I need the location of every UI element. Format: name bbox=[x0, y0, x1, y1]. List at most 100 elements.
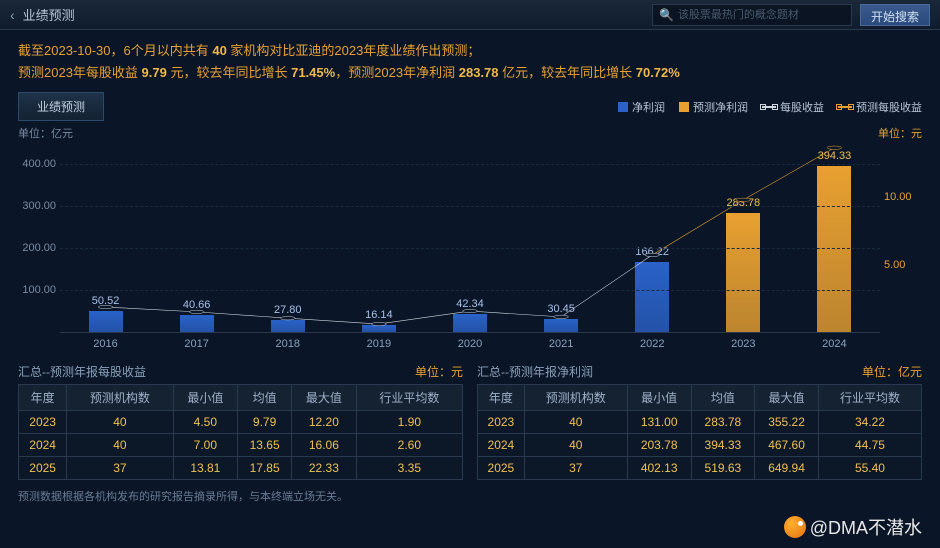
x-label: 2023 bbox=[731, 338, 755, 350]
cell: 2025 bbox=[19, 457, 67, 480]
table-unit: 单位：亿元 bbox=[862, 363, 922, 380]
bar-forecast: 283.78 bbox=[726, 213, 760, 332]
ytick-left: 100.00 bbox=[20, 284, 56, 296]
bar-slot: 394.332024 bbox=[789, 143, 880, 332]
bar-value-label: 283.78 bbox=[726, 197, 760, 209]
x-label: 2021 bbox=[549, 338, 573, 350]
cell: 17.85 bbox=[238, 457, 292, 480]
ytick-right: 5.00 bbox=[884, 259, 920, 271]
chart-legend: 净利润 预测净利润 每股收益 预测每股收益 bbox=[618, 99, 922, 115]
table-row: 202537402.13519.63649.9455.40 bbox=[478, 457, 922, 480]
bar-actual: 40.66 bbox=[180, 315, 214, 332]
col-header: 行业平均数 bbox=[818, 385, 921, 411]
bar-actual: 16.14 bbox=[362, 325, 396, 332]
x-label: 2016 bbox=[93, 338, 117, 350]
cell: 394.33 bbox=[691, 434, 755, 457]
summary-eps: 9.79 bbox=[142, 65, 167, 80]
bar-slot: 40.662017 bbox=[151, 143, 242, 332]
summary-np: 283.78 bbox=[459, 65, 499, 80]
summary-np-growth: 70.72% bbox=[636, 65, 680, 80]
cell: 519.63 bbox=[691, 457, 755, 480]
bar-value-label: 30.45 bbox=[547, 303, 575, 315]
legend-fnp: 预测净利润 bbox=[679, 99, 748, 115]
tables-row: 汇总--预测年报每股收益 单位：元 年度预测机构数最小值均值最大值行业平均数20… bbox=[18, 363, 922, 480]
cell: 4.50 bbox=[173, 411, 238, 434]
summary-seg: 家机构对比亚迪的2023年度业绩作出预测； bbox=[227, 43, 481, 58]
search-icon: 🔍 bbox=[659, 8, 674, 22]
cell: 12.20 bbox=[292, 411, 357, 434]
back-icon[interactable]: ‹ bbox=[10, 7, 15, 23]
cell: 22.33 bbox=[292, 457, 357, 480]
col-header: 最大值 bbox=[292, 385, 357, 411]
search-button[interactable]: 开始搜索 bbox=[860, 4, 930, 26]
table-row: 202340131.00283.78355.2234.22 bbox=[478, 411, 922, 434]
ytick-left: 300.00 bbox=[20, 200, 56, 212]
search-input[interactable] bbox=[678, 9, 845, 21]
cell: 2.60 bbox=[356, 434, 462, 457]
x-label: 2018 bbox=[276, 338, 300, 350]
bar-actual: 30.45 bbox=[544, 319, 578, 332]
cell: 13.81 bbox=[173, 457, 238, 480]
cell: 467.60 bbox=[755, 434, 819, 457]
cell: 2024 bbox=[478, 434, 525, 457]
col-header: 预测机构数 bbox=[67, 385, 173, 411]
table-row: 2024407.0013.6516.062.60 bbox=[19, 434, 463, 457]
legend-label: 净利润 bbox=[632, 99, 665, 115]
bar-value-label: 42.34 bbox=[456, 298, 484, 310]
bar-slot: 30.452021 bbox=[516, 143, 607, 332]
cell: 34.22 bbox=[818, 411, 921, 434]
bar-slot: 16.142019 bbox=[333, 143, 424, 332]
legend-label: 每股收益 bbox=[780, 99, 824, 115]
col-header: 预测机构数 bbox=[524, 385, 627, 411]
np-table: 年度预测机构数最小值均值最大值行业平均数202340131.00283.7835… bbox=[477, 384, 922, 480]
legend-np: 净利润 bbox=[618, 99, 665, 115]
col-header: 最小值 bbox=[173, 385, 238, 411]
x-label: 2022 bbox=[640, 338, 664, 350]
table-eps: 汇总--预测年报每股收益 单位：元 年度预测机构数最小值均值最大值行业平均数20… bbox=[18, 363, 463, 480]
cell: 203.78 bbox=[627, 434, 691, 457]
footnote: 预测数据根据各机构发布的研究报告摘录所得，与本终端立场无关。 bbox=[18, 488, 922, 504]
summary-eps-growth: 71.45% bbox=[291, 65, 335, 80]
bar-slot: 27.802018 bbox=[242, 143, 333, 332]
bar-value-label: 394.33 bbox=[818, 150, 852, 162]
col-header: 年度 bbox=[478, 385, 525, 411]
cell: 7.00 bbox=[173, 434, 238, 457]
swatch-fnp bbox=[679, 102, 689, 112]
cell: 2025 bbox=[478, 457, 525, 480]
table-title: 汇总--预测年报净利润 bbox=[477, 363, 593, 380]
legend-feps: 预测每股收益 bbox=[838, 99, 922, 115]
bar-slot: 283.782023 bbox=[698, 143, 789, 332]
header-bar: ‹ 业绩预测 🔍 开始搜索 bbox=[0, 0, 940, 30]
ytick-right: 10.00 bbox=[884, 191, 920, 203]
summary-count: 40 bbox=[212, 43, 226, 58]
bar-value-label: 40.66 bbox=[183, 299, 211, 311]
cell: 1.90 bbox=[356, 411, 462, 434]
bar-actual: 42.34 bbox=[453, 314, 487, 332]
table-title: 汇总--预测年报每股收益 bbox=[18, 363, 146, 380]
swatch-np bbox=[618, 102, 628, 112]
tab-forecast[interactable]: 业绩预测 bbox=[18, 92, 104, 121]
bar-slot: 42.342020 bbox=[424, 143, 515, 332]
cell: 44.75 bbox=[818, 434, 921, 457]
cell: 37 bbox=[524, 457, 627, 480]
cell: 649.94 bbox=[755, 457, 819, 480]
swatch-feps bbox=[838, 106, 852, 108]
search-box[interactable]: 🔍 bbox=[652, 4, 852, 26]
cell: 3.35 bbox=[356, 457, 462, 480]
summary-seg: 元，较去年同比增长 bbox=[167, 65, 291, 80]
watermark: @DMA不潜水 bbox=[784, 514, 922, 540]
cell: 131.00 bbox=[627, 411, 691, 434]
summary-seg: 截至2023-10-30，6个月以内共有 bbox=[18, 43, 212, 58]
col-header: 最大值 bbox=[755, 385, 819, 411]
col-header: 最小值 bbox=[627, 385, 691, 411]
ytick-left: 200.00 bbox=[20, 242, 56, 254]
cell: 355.22 bbox=[755, 411, 819, 434]
summary-seg: 亿元，较去年同比增长 bbox=[499, 65, 636, 80]
cell: 9.79 bbox=[238, 411, 292, 434]
col-header: 均值 bbox=[691, 385, 755, 411]
cell: 40 bbox=[67, 411, 173, 434]
chart-plot: 50.52201640.66201727.80201816.14201942.3… bbox=[60, 143, 880, 333]
bar-value-label: 27.80 bbox=[274, 304, 302, 316]
table-row: 2023404.509.7912.201.90 bbox=[19, 411, 463, 434]
legend-eps: 每股收益 bbox=[762, 99, 824, 115]
